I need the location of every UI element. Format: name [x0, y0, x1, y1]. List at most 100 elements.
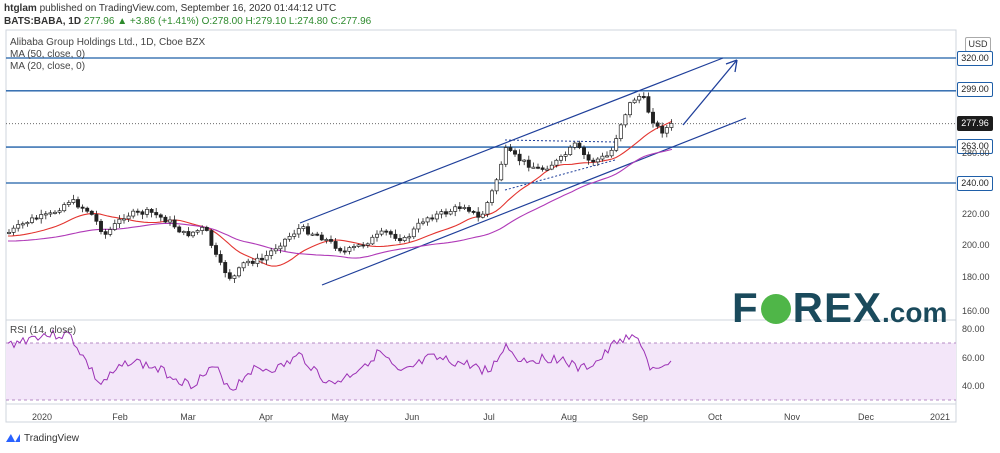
- candle-body-10: [53, 211, 57, 214]
- rsi-tick-60: 60.00: [962, 353, 985, 363]
- candle-body-112: [522, 159, 527, 162]
- candle-body-25: [122, 218, 126, 221]
- candle-body-82: [384, 230, 389, 233]
- rsi-line: [7, 328, 672, 391]
- rsi-legend[interactable]: RSI (14, close): [10, 325, 77, 336]
- candle-body-135: [628, 102, 632, 116]
- candle-body-8: [43, 213, 48, 216]
- candle-body-4: [25, 222, 30, 225]
- candle-body-2: [16, 224, 21, 229]
- month-apr: Apr: [258, 412, 274, 422]
- candle-body-17: [85, 207, 90, 212]
- candle-body-55: [260, 257, 264, 261]
- month-jun: Jun: [404, 412, 420, 422]
- candle-body-109: [508, 147, 513, 151]
- candle-body-88: [411, 228, 416, 238]
- candle-body-74: [347, 247, 352, 252]
- candle-body-20: [99, 220, 103, 232]
- candle-body-125: [582, 147, 586, 156]
- candle-body-105: [490, 190, 494, 203]
- candle-body-107: [499, 163, 504, 181]
- candle-body-7: [39, 214, 44, 220]
- candle-body-130: [605, 155, 609, 158]
- candle-body-24: [117, 218, 122, 224]
- candle-body-22: [108, 229, 113, 235]
- candle-body-5: [30, 217, 34, 223]
- candle-body-86: [402, 237, 407, 242]
- month-jul: Jul: [483, 412, 495, 422]
- candle-body-133: [618, 124, 623, 139]
- candle-body-78: [365, 243, 370, 246]
- logo-suffix: .com: [882, 297, 948, 328]
- price-tick-220: 220.00: [962, 209, 990, 219]
- candle-body-131: [609, 149, 614, 157]
- current-price-tag: 277.96: [957, 116, 993, 131]
- candle-body-79: [370, 236, 375, 245]
- candle-body-13: [66, 202, 71, 205]
- symbol-label[interactable]: BATS:BABA, 1D: [4, 16, 82, 27]
- publish-info: published on TradingView.com, September …: [39, 3, 337, 14]
- candle-body-110: [513, 150, 517, 155]
- level-tag-240: 240.00: [957, 176, 993, 191]
- candle-body-16: [80, 206, 85, 209]
- candle-body-11: [57, 210, 62, 213]
- level-tag-299: 299.00: [957, 82, 993, 97]
- candle-body-137: [637, 96, 642, 101]
- candle-body-75: [352, 246, 356, 249]
- candle-body-3: [20, 223, 25, 226]
- candle-body-52: [246, 260, 251, 264]
- candle-body-31: [149, 209, 154, 213]
- candle-body-34: [163, 216, 168, 223]
- currency-button[interactable]: USD: [965, 37, 991, 52]
- candle-body-142: [660, 125, 665, 134]
- candle-body-124: [577, 142, 582, 149]
- candle-body-38: [181, 231, 186, 234]
- candle-body-54: [255, 257, 260, 264]
- tradingview-label: TradingView: [24, 433, 80, 444]
- candle-body-44: [209, 230, 214, 246]
- candle-body-85: [398, 238, 402, 242]
- trend-arrow-line: [682, 59, 738, 126]
- candle-body-129: [600, 155, 605, 160]
- candle-body-64: [301, 226, 306, 229]
- candle-body-132: [614, 138, 619, 151]
- candle-body-77: [361, 244, 366, 247]
- month-2021: 2021: [929, 412, 951, 422]
- candle-body-59: [278, 245, 283, 250]
- candle-body-32: [154, 212, 159, 216]
- candle-body-80: [375, 233, 379, 238]
- candle-body-115: [536, 166, 540, 169]
- candle-body-45: [214, 245, 218, 255]
- candle-body-65: [306, 226, 310, 235]
- candle-body-84: [393, 233, 398, 239]
- price-tick-280: 280.00: [962, 148, 990, 158]
- month-dec: Dec: [857, 412, 875, 422]
- candle-body-98: [457, 206, 462, 209]
- candle-body-136: [632, 99, 637, 104]
- candle-body-67: [315, 233, 320, 236]
- candle-body-63: [296, 228, 301, 235]
- ma50-legend[interactable]: MA (50, close, 0): [10, 49, 86, 60]
- ma50-line: [8, 148, 673, 259]
- publisher-name[interactable]: htglam: [4, 3, 37, 14]
- candle-body-35: [168, 219, 172, 223]
- tradingview-brand[interactable]: TradingView: [6, 433, 79, 444]
- logo-o-circle: [760, 294, 791, 324]
- publish-line: htglam published on TradingView.com, Sep…: [4, 3, 336, 14]
- candle-body-61: [287, 236, 292, 240]
- candle-body-68: [319, 234, 324, 241]
- candle-body-18: [89, 210, 94, 215]
- close-value: C:277.96: [330, 16, 372, 27]
- candle-body-30: [145, 209, 149, 215]
- ma20-legend[interactable]: MA (20, close, 0): [10, 61, 86, 72]
- candle-body-143: [664, 127, 669, 134]
- pennant-top: [504, 139, 616, 143]
- month-sep: Sep: [631, 412, 649, 422]
- candle-body-26: [126, 215, 131, 220]
- candle-body-134: [623, 114, 628, 126]
- candle-body-19: [94, 214, 99, 222]
- channel-lower-line: [321, 117, 747, 286]
- candle-body-1: [11, 227, 16, 233]
- candle-body-36: [172, 219, 177, 228]
